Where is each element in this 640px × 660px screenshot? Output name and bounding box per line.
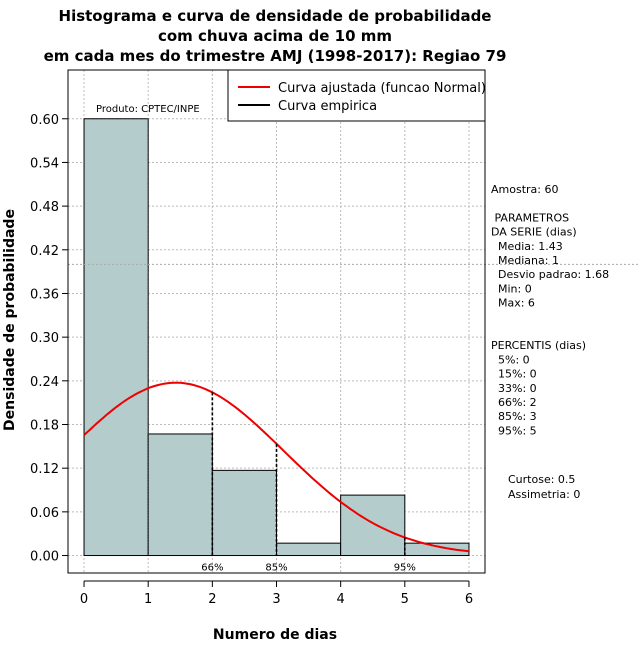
chart-title: com chuva acima de 10 mm <box>158 27 392 45</box>
side-panel-line: Min: 0 <box>491 282 532 295</box>
side-panel-line: 66%: 2 <box>491 396 537 409</box>
y-tick-label: 0.12 <box>30 462 59 477</box>
side-panel-line: Desvio padrao: 1.68 <box>491 268 609 281</box>
chart-title: Histograma e curva de densidade de proba… <box>59 7 492 25</box>
y-tick-label: 0.06 <box>30 506 59 521</box>
y-tick-label: 0.60 <box>30 113 59 128</box>
histogram-bar <box>276 542 342 557</box>
y-tick-label: 0.54 <box>30 156 59 171</box>
y-tick-label: 0.18 <box>30 419 59 434</box>
y-tick-label: 0.00 <box>30 550 59 565</box>
assimetria-label: Assimetria: 0 <box>508 488 580 501</box>
y-tick-label: 0.36 <box>30 287 59 302</box>
product-label: Produto: CPTEC/INPE <box>96 104 200 115</box>
y-tick-label: 0.24 <box>30 375 59 390</box>
y-tick-label: 0.42 <box>30 244 59 259</box>
percentile-label: 95% <box>394 563 416 574</box>
x-tick-label: 4 <box>337 592 345 607</box>
histogram-bar <box>147 433 213 557</box>
side-panel-line: 85%: 3 <box>491 410 537 423</box>
y-tick-label: 0.30 <box>30 331 59 346</box>
y-axis-title: Densidade de probabilidade <box>2 209 18 431</box>
side-panel-line: 5%: 0 <box>491 353 530 366</box>
side-panel-line: Media: 1.43 <box>491 240 563 253</box>
curtose-label: Curtose: 0.5 <box>508 473 575 486</box>
side-panel-line: 33%: 0 <box>491 382 537 395</box>
percentile-label: 66% <box>201 563 223 574</box>
chart-title: em cada mes do trimestre AMJ (1998-2017)… <box>44 47 507 65</box>
side-panel-line: PARAMETROS <box>491 211 569 224</box>
x-tick-label: 6 <box>465 592 473 607</box>
x-tick-label: 0 <box>80 592 88 607</box>
x-tick-label: 5 <box>401 592 409 607</box>
side-panel-line: Mediana: 1 <box>491 254 559 267</box>
legend-box <box>227 69 486 122</box>
histogram-bar <box>340 494 406 557</box>
side-panel-line: 15%: 0 <box>491 368 537 381</box>
x-tick-label: 1 <box>144 592 152 607</box>
legend-label: Curva empirica <box>278 99 377 114</box>
side-panel-line: 95%: 5 <box>491 424 537 437</box>
histogram-bar <box>83 118 149 557</box>
histogram-bar <box>211 469 278 557</box>
percentile-label: 85% <box>265 563 287 574</box>
side-panel-line: PERCENTIS (dias) <box>491 339 586 352</box>
side-panel-line: DA SERIE (dias) <box>491 226 577 239</box>
x-axis-title: Numero de dias <box>213 627 337 643</box>
x-tick-label: 2 <box>208 592 216 607</box>
side-panel-line: Amostra: 60 <box>491 183 558 196</box>
y-tick-label: 0.48 <box>30 200 59 215</box>
legend-label: Curva ajustada (funcao Normal) <box>278 81 486 96</box>
side-panel-line: Max: 6 <box>491 297 535 310</box>
x-tick-label: 3 <box>272 592 280 607</box>
